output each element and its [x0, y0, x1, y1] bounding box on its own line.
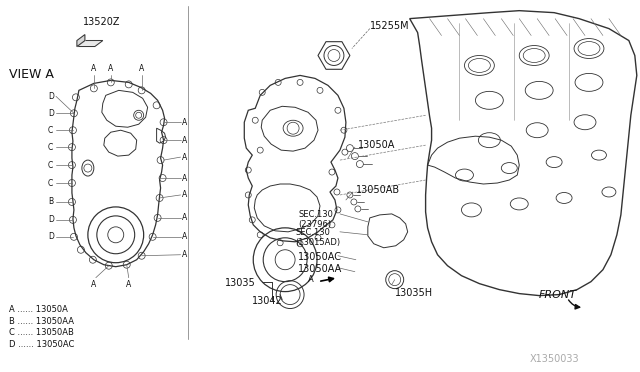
Text: A: A: [139, 64, 144, 73]
Text: 13050AC: 13050AC: [298, 252, 342, 262]
Text: 13035H: 13035H: [395, 288, 433, 298]
Text: D ...... 13050AC: D ...... 13050AC: [9, 340, 74, 349]
Text: A: A: [182, 232, 187, 241]
Text: A: A: [126, 280, 131, 289]
Polygon shape: [77, 35, 85, 46]
Polygon shape: [77, 41, 103, 46]
Text: D: D: [48, 215, 54, 224]
Text: C: C: [48, 126, 53, 135]
Text: A: A: [182, 173, 187, 183]
Text: B: B: [48, 198, 53, 206]
Text: 13520Z: 13520Z: [83, 17, 120, 27]
Text: A: A: [182, 250, 187, 259]
Text: D: D: [48, 232, 54, 241]
Text: 13050A: 13050A: [358, 140, 396, 150]
Text: X1350033: X1350033: [529, 355, 579, 364]
Text: 13042: 13042: [252, 296, 283, 305]
Text: FRONT: FRONT: [539, 290, 577, 299]
Text: (13015AD): (13015AD): [295, 238, 340, 247]
Text: 13050AB: 13050AB: [356, 185, 400, 195]
Text: A: A: [182, 190, 187, 199]
Text: A: A: [92, 64, 97, 73]
Text: 13035: 13035: [225, 278, 256, 288]
Text: A: A: [182, 214, 187, 222]
Text: SEC.130: SEC.130: [298, 210, 333, 219]
Text: A: A: [182, 118, 187, 127]
Text: VIEW A: VIEW A: [9, 68, 54, 81]
Text: C: C: [48, 179, 53, 187]
Text: A: A: [92, 280, 97, 289]
Text: A ...... 13050A: A ...... 13050A: [9, 305, 68, 314]
Text: A: A: [108, 64, 113, 73]
Text: A: A: [182, 153, 187, 161]
Text: C ...... 13050AB: C ...... 13050AB: [9, 328, 74, 337]
Text: A: A: [308, 275, 314, 284]
Text: C: C: [48, 142, 53, 152]
Text: B ...... 13050AA: B ...... 13050AA: [9, 317, 74, 326]
Text: 15255M: 15255M: [370, 20, 410, 31]
Text: D: D: [48, 109, 54, 118]
Text: SEC.130: SEC.130: [295, 228, 330, 237]
Text: D: D: [48, 92, 54, 101]
Text: A: A: [182, 136, 187, 145]
Text: C: C: [48, 161, 53, 170]
Text: 13050AA: 13050AA: [298, 264, 342, 274]
Text: (23796): (23796): [298, 220, 332, 229]
